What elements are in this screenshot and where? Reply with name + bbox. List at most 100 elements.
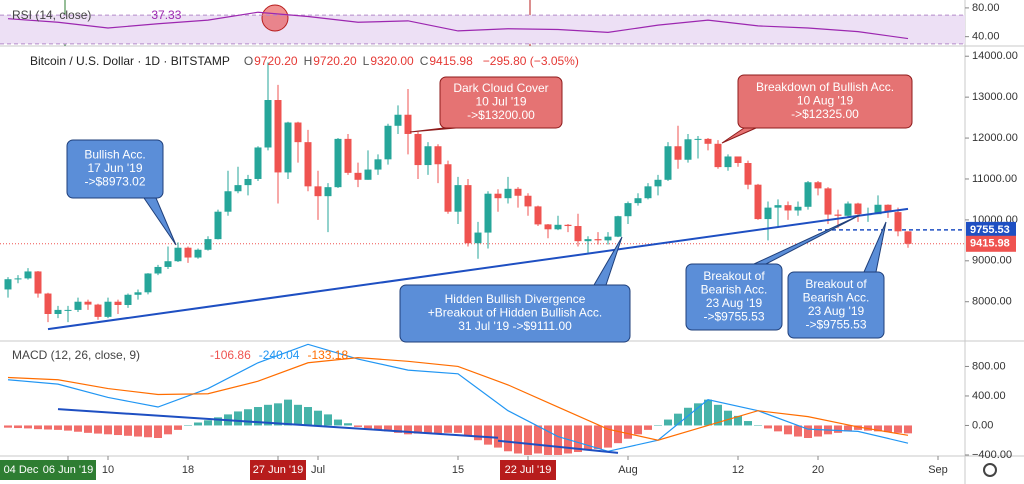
candle-body: [754, 184, 762, 220]
y-tick-label: −400.00: [972, 449, 1012, 461]
histogram-bar: [374, 425, 382, 430]
x-tick-label: 06 Jun '19: [43, 464, 93, 476]
histogram-bar: [344, 423, 352, 426]
histogram-bar: [174, 425, 182, 430]
histogram-bar: [474, 425, 482, 441]
x-tick-label-bg: [250, 460, 306, 480]
candle-body: [354, 172, 362, 180]
x-tick-label: Jul: [311, 464, 325, 476]
candle-body: [794, 206, 802, 211]
candle-body: [564, 224, 572, 227]
chart-title: Bitcoin / U.S. Dollar · 1D · BITSTAMP: [30, 54, 230, 68]
candle-body: [774, 205, 782, 208]
histogram-bar: [774, 425, 782, 432]
candle-body: [174, 247, 182, 262]
candle-body: [654, 179, 662, 187]
annotation-text: 23 Aug '19: [706, 296, 763, 310]
annotation-cover: [789, 273, 883, 337]
candle-body: [474, 232, 482, 244]
candle-body: [644, 186, 652, 199]
x-tick-label-bg: [40, 460, 96, 480]
candle-body: [684, 139, 692, 160]
candle-body: [34, 271, 42, 294]
histogram-bar: [394, 425, 402, 433]
histogram-bar: [54, 425, 62, 430]
histogram-bar: [904, 425, 912, 434]
histogram-bar: [744, 421, 752, 426]
histogram-bar: [614, 425, 622, 444]
price-label: 9755.53: [970, 224, 1010, 236]
histogram-bar: [874, 425, 882, 432]
histogram-bar: [264, 404, 272, 426]
candle-body: [544, 224, 552, 230]
candle-body: [434, 146, 442, 165]
x-tick-label: 18: [182, 464, 194, 476]
ohlc-value: 9320.00: [370, 54, 414, 68]
candle-body: [454, 185, 462, 212]
price-label: 9415.98: [970, 238, 1010, 250]
histogram-bar: [814, 425, 822, 437]
annotation-cover: [401, 286, 629, 341]
histogram-bar: [734, 415, 742, 426]
histogram-bar: [844, 425, 852, 432]
histogram-bar: [604, 425, 612, 448]
histogram-bar: [64, 425, 72, 431]
histogram-bar: [24, 425, 32, 429]
y-tick-label: 0.00: [972, 419, 993, 431]
histogram-bar: [284, 399, 292, 426]
histogram-bar: [534, 425, 542, 454]
cursor-label: 04 Dec: [4, 464, 39, 476]
histogram-bar: [434, 425, 442, 434]
histogram-bar: [524, 425, 532, 455]
cursor-label-bg: [0, 460, 42, 480]
y-tick-label: 400.00: [972, 390, 1006, 402]
candle-body: [234, 185, 242, 192]
annotation-text: ->$9755.53: [805, 317, 866, 331]
candle-body: [184, 247, 192, 258]
histogram-bar: [274, 403, 282, 426]
candle-body: [64, 309, 72, 311]
trendline: [47, 207, 909, 331]
candle-body: [724, 156, 732, 168]
candle-body: [484, 193, 492, 233]
y-tick-label: 9000.00: [972, 255, 1012, 267]
histogram-bar: [114, 425, 122, 436]
histogram-bar: [94, 425, 102, 434]
histogram-bar: [574, 425, 582, 453]
histogram-bar: [804, 425, 812, 439]
candle-body: [494, 193, 502, 199]
histogram-bar: [894, 425, 902, 433]
histogram-bar: [4, 425, 12, 428]
candle-body: [374, 159, 382, 170]
indicator-value: -240.04: [259, 348, 300, 362]
x-tick-label: 22 Jul '19: [505, 464, 552, 476]
y-tick-label: 14000.00: [972, 50, 1018, 62]
annotation-text: Hidden Bullish Divergence: [445, 292, 586, 306]
candle-body: [764, 207, 772, 220]
histogram-bar: [194, 422, 202, 426]
histogram-bar: [364, 425, 372, 429]
histogram-bar: [784, 425, 792, 435]
candle-body: [284, 122, 292, 173]
indicator-value: -133.18: [307, 348, 348, 362]
histogram-bar: [234, 411, 242, 426]
histogram-bar: [314, 410, 322, 426]
histogram-bar: [294, 404, 302, 426]
annotation-cover: [441, 78, 561, 127]
annotation-text: 31 Jul '19 ->$9111.00: [458, 319, 572, 333]
histogram-bar: [84, 425, 92, 433]
candle-body: [674, 146, 682, 160]
histogram-bar: [594, 425, 602, 450]
histogram-bar: [654, 425, 662, 426]
candle-body: [584, 239, 592, 242]
candle-body: [634, 198, 642, 204]
settings-icon[interactable]: [983, 463, 997, 477]
ohlc-letter: L: [363, 54, 370, 68]
histogram-bar: [44, 425, 52, 430]
histogram-bar: [324, 414, 332, 426]
candle-body: [664, 146, 672, 180]
histogram-bar: [154, 425, 162, 439]
histogram-bar: [724, 410, 732, 426]
histogram-bar: [384, 425, 392, 432]
annotation-cover: [687, 265, 781, 329]
